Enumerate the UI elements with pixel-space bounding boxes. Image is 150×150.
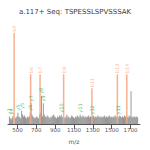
- svg-text:y6: y6: [27, 105, 34, 111]
- svg-text:y12: y12: [89, 105, 96, 114]
- svg-text:700: 700: [31, 127, 42, 133]
- svg-text:1100: 1100: [67, 127, 81, 133]
- svg-text:b13: b13: [114, 64, 120, 74]
- svg-text:y7: y7: [28, 95, 35, 101]
- svg-text:b4: b4: [11, 25, 17, 31]
- svg-text:y11: y11: [77, 103, 84, 112]
- svg-text:y8: y8: [38, 88, 45, 94]
- svg-text:b6: b6: [28, 67, 34, 73]
- svg-text:y5: y5: [19, 103, 26, 109]
- svg-text:1300: 1300: [86, 127, 100, 133]
- svg-text:m/z: m/z: [68, 138, 79, 145]
- svg-text:y9: y9: [40, 95, 47, 101]
- svg-text:b14: b14: [124, 64, 130, 74]
- svg-text:a.117+ Seq: TSPESSLSPVSSSAK: a.117+ Seq: TSPESSLSPVSSSAK: [19, 8, 132, 16]
- svg-text:b11: b11: [89, 78, 95, 88]
- svg-text:y4: y4: [8, 108, 15, 115]
- svg-text:1500: 1500: [105, 127, 119, 133]
- svg-text:y10: y10: [58, 103, 65, 112]
- svg-text:500: 500: [12, 127, 23, 133]
- svg-text:1700: 1700: [124, 127, 138, 133]
- svg-text:b7: b7: [37, 67, 43, 73]
- svg-text:900: 900: [50, 127, 61, 133]
- svg-text:y13: y13: [115, 105, 122, 114]
- svg-text:b9: b9: [61, 67, 67, 73]
